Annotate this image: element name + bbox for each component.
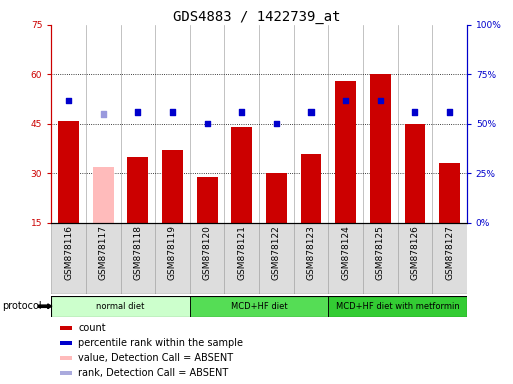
Text: GSM878122: GSM878122 — [272, 225, 281, 280]
Text: normal diet: normal diet — [96, 302, 145, 311]
Text: rank, Detection Call = ABSENT: rank, Detection Call = ABSENT — [78, 368, 229, 378]
Text: GSM878121: GSM878121 — [237, 225, 246, 280]
Point — [65, 97, 73, 103]
Point — [411, 109, 419, 115]
Text: GDS4883 / 1422739_at: GDS4883 / 1422739_at — [173, 10, 340, 23]
Text: GSM878118: GSM878118 — [133, 225, 143, 280]
Bar — [231, 127, 252, 223]
Bar — [60, 341, 72, 345]
Text: GSM878124: GSM878124 — [341, 225, 350, 280]
Bar — [121, 223, 155, 294]
Bar — [259, 223, 293, 294]
Text: count: count — [78, 323, 106, 333]
Bar — [190, 296, 328, 317]
Text: protocol: protocol — [3, 301, 42, 311]
Bar — [225, 223, 259, 294]
Bar — [51, 296, 190, 317]
Text: GSM878127: GSM878127 — [445, 225, 454, 280]
Bar — [439, 164, 460, 223]
Bar — [370, 74, 390, 223]
Bar — [58, 121, 79, 223]
Text: GSM878119: GSM878119 — [168, 225, 177, 280]
Bar — [328, 223, 363, 294]
Bar — [336, 81, 356, 223]
Bar — [162, 150, 183, 223]
Bar — [60, 356, 72, 360]
Bar — [60, 326, 72, 330]
Bar — [190, 223, 225, 294]
Text: GSM878123: GSM878123 — [306, 225, 315, 280]
Text: MCD+HF diet: MCD+HF diet — [231, 302, 287, 311]
Bar — [404, 124, 425, 223]
Point — [272, 121, 281, 127]
Bar — [293, 223, 328, 294]
Text: value, Detection Call = ABSENT: value, Detection Call = ABSENT — [78, 353, 233, 363]
Text: GSM878126: GSM878126 — [410, 225, 420, 280]
Text: GSM878125: GSM878125 — [376, 225, 385, 280]
Bar — [197, 177, 218, 223]
Text: GSM878117: GSM878117 — [98, 225, 108, 280]
Bar — [93, 167, 114, 223]
Point — [99, 111, 107, 117]
Point — [168, 109, 176, 115]
Bar — [266, 173, 287, 223]
Point — [307, 109, 315, 115]
Bar — [328, 296, 467, 317]
Bar — [127, 157, 148, 223]
Bar — [86, 223, 121, 294]
Bar — [398, 223, 432, 294]
Point — [203, 121, 211, 127]
Bar — [155, 223, 190, 294]
Bar — [363, 223, 398, 294]
Point — [342, 97, 350, 103]
Bar — [301, 154, 321, 223]
Point — [134, 109, 142, 115]
Point — [445, 109, 453, 115]
Point — [376, 97, 384, 103]
Text: GSM878116: GSM878116 — [64, 225, 73, 280]
Bar — [60, 371, 72, 374]
Bar — [432, 223, 467, 294]
Text: MCD+HF diet with metformin: MCD+HF diet with metformin — [336, 302, 460, 311]
Text: percentile rank within the sample: percentile rank within the sample — [78, 338, 243, 348]
Text: GSM878120: GSM878120 — [203, 225, 212, 280]
Bar — [51, 223, 86, 294]
Point — [238, 109, 246, 115]
